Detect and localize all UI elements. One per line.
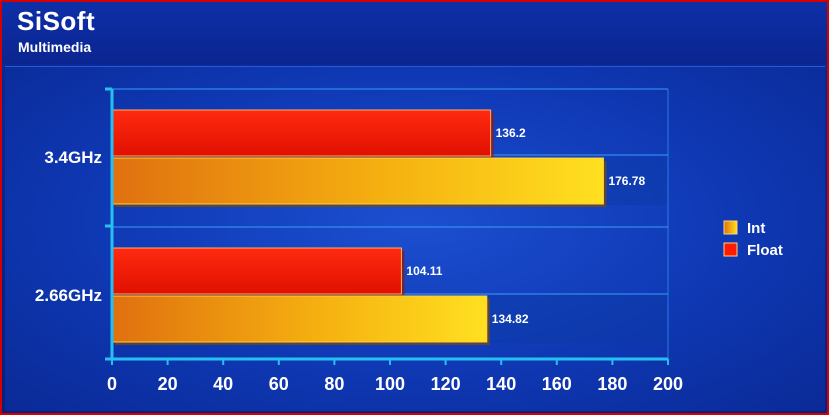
x-tick-label: 80 <box>324 374 344 394</box>
float-bar <box>111 247 402 295</box>
x-tick-label: 160 <box>542 374 572 394</box>
legend-label: Int <box>747 220 765 237</box>
float-bar <box>111 109 492 157</box>
x-tick-label: 180 <box>597 374 627 394</box>
legend: Int Float <box>723 220 783 259</box>
x-tick-label: 120 <box>431 374 461 394</box>
axes-layer: 3.4GHz 2.66GHz 0 20 40 60 80 100 120 140 160 180 200 <box>35 87 683 394</box>
float-value-label: 104.11 <box>406 264 442 278</box>
legend-swatch <box>723 242 738 257</box>
x-tick-label: 40 <box>213 374 233 394</box>
legend-label: Float <box>747 242 783 259</box>
chart-subtitle: Multimedia <box>18 39 92 55</box>
float-value-label: 136.2 <box>496 126 526 140</box>
x-tick-label: 20 <box>158 374 178 394</box>
x-tick-label: 140 <box>486 374 516 394</box>
int-value-label: 134.82 <box>492 312 529 326</box>
category-label: 3.4GHz <box>44 148 102 167</box>
bars-layer: 136.2 176.78 104.11 134.82 <box>111 109 645 345</box>
int-bar <box>111 157 604 205</box>
legend-swatch <box>723 220 738 235</box>
x-tick-label: 200 <box>653 374 683 394</box>
x-tick-label: 0 <box>107 374 117 394</box>
chart-title: SiSoft <box>17 6 96 36</box>
int-value-label: 176.78 <box>608 174 645 188</box>
chart-header: SiSoft Multimedia <box>2 2 827 64</box>
int-bar <box>111 295 488 343</box>
category-label: 2.66GHz <box>35 286 102 305</box>
x-tick-label: 100 <box>375 374 405 394</box>
x-tick-label: 60 <box>269 374 289 394</box>
